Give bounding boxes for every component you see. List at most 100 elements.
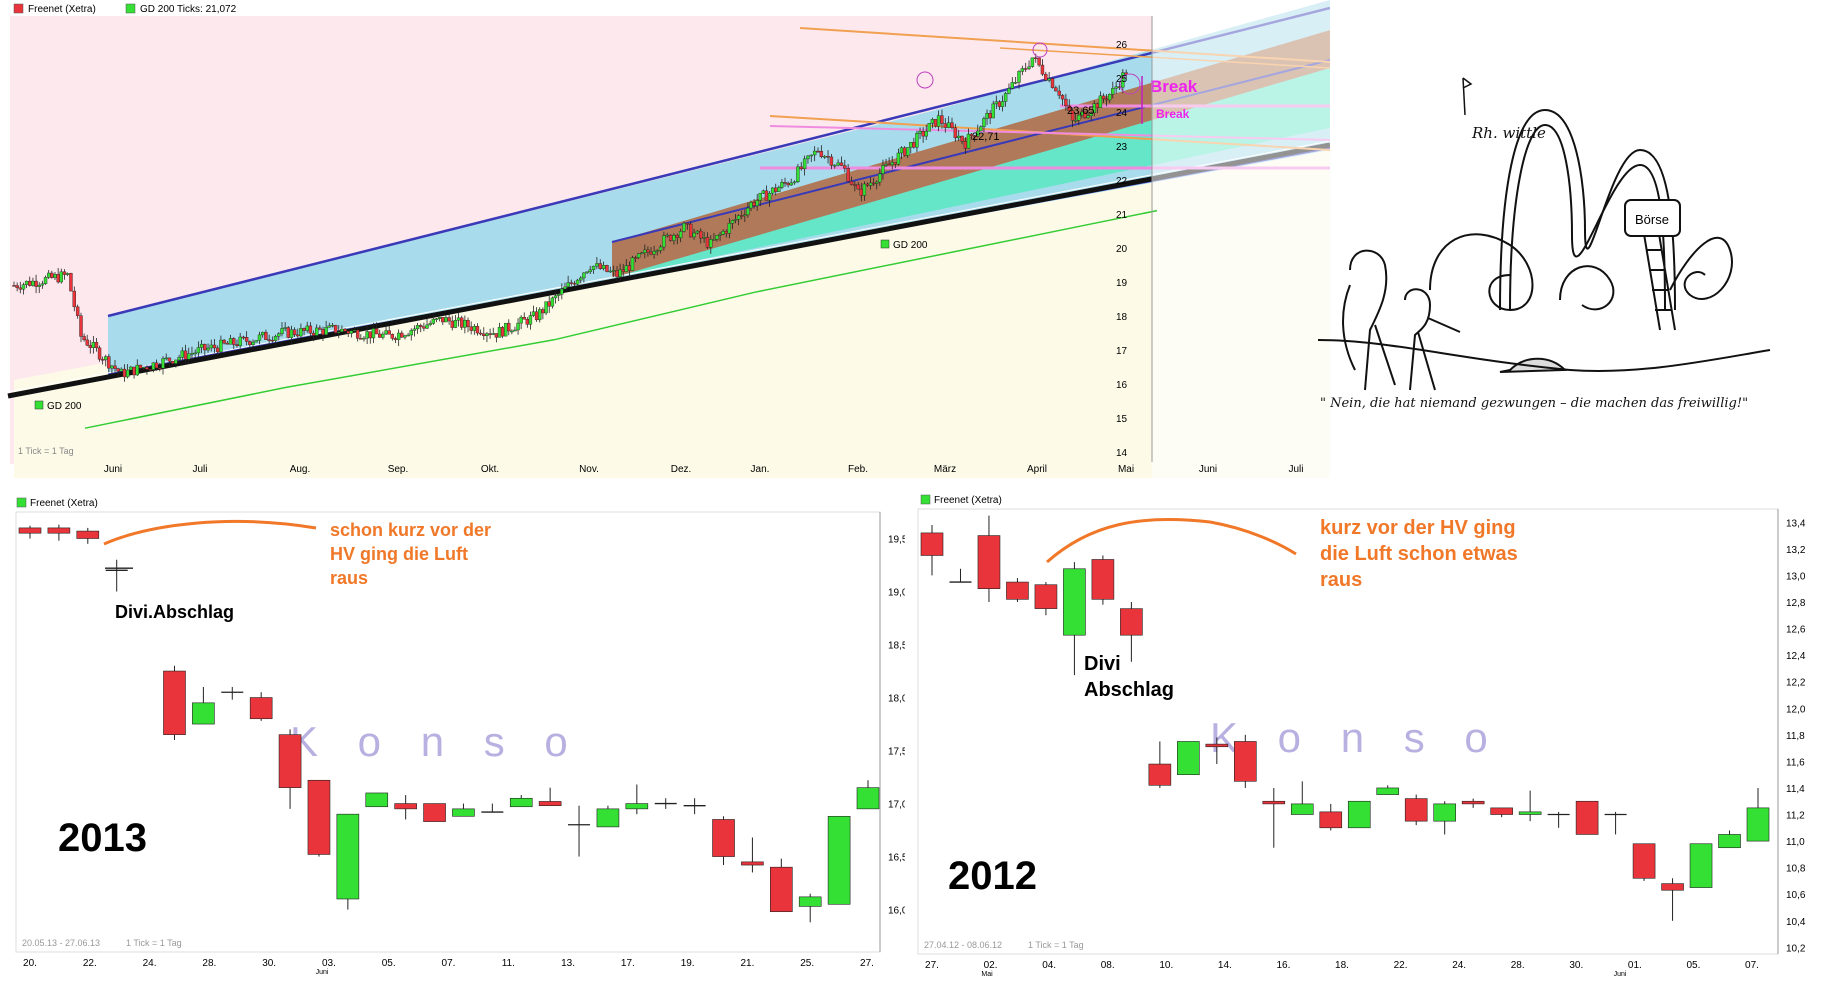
candle-body xyxy=(209,344,213,349)
channel-bands xyxy=(7,0,1330,478)
candle-body xyxy=(1124,72,1128,75)
candle xyxy=(225,340,230,345)
candle-body xyxy=(556,294,561,296)
candle-body xyxy=(839,162,844,166)
candle xyxy=(709,235,713,254)
candle-body xyxy=(346,331,350,334)
candle-body xyxy=(47,527,71,534)
candle-body xyxy=(349,330,354,334)
candle-body xyxy=(1114,86,1118,89)
candle xyxy=(177,354,181,364)
candle xyxy=(447,314,451,325)
candle-body xyxy=(846,168,850,182)
candle xyxy=(633,255,638,263)
candle xyxy=(1060,93,1065,106)
candle-body xyxy=(460,317,464,328)
candle-body xyxy=(579,277,583,281)
candle-body xyxy=(1013,82,1018,84)
candle-body xyxy=(340,328,344,333)
candle xyxy=(823,154,827,159)
boerse-sign xyxy=(1624,199,1681,237)
candle xyxy=(278,729,302,809)
chart-2012: Freenet (Xetra)K o n s o13,413,213,012,8… xyxy=(910,494,1824,992)
candle xyxy=(982,116,986,133)
candle-body xyxy=(826,156,830,158)
candle xyxy=(1124,69,1128,79)
candle xyxy=(658,244,663,254)
low-label-22-71: 22,71 xyxy=(972,131,1000,143)
candle-body xyxy=(79,315,83,337)
candle xyxy=(37,282,41,294)
candle-body xyxy=(1047,78,1051,81)
annotation-hv: kurz vor der HV ging die Luft schon etwas… xyxy=(1320,517,1518,591)
candle-body xyxy=(943,123,947,128)
candle xyxy=(1064,93,1068,111)
y-tick-label: 17,5 xyxy=(888,747,905,758)
candle-body xyxy=(311,332,316,336)
candle xyxy=(936,110,941,132)
candle-body xyxy=(1347,800,1371,829)
channel-brown xyxy=(612,30,1330,278)
candle xyxy=(409,328,413,341)
candle xyxy=(1030,57,1035,68)
candle xyxy=(196,341,201,357)
candle xyxy=(1718,830,1741,849)
candle xyxy=(743,209,747,222)
candle xyxy=(783,177,787,187)
candle xyxy=(183,344,188,364)
candle-body xyxy=(365,792,389,808)
candle-body xyxy=(307,779,331,855)
candle-body xyxy=(636,253,641,258)
candle xyxy=(192,686,215,725)
y-tick-label: 16 xyxy=(1116,380,1128,391)
candle xyxy=(665,232,669,238)
x-tick-label: 04. xyxy=(1042,960,1056,971)
candle-body xyxy=(238,336,242,346)
candle-body xyxy=(163,670,186,735)
candle-body xyxy=(1111,88,1115,95)
x-tick-label: Sep. xyxy=(388,464,409,475)
candle-body xyxy=(853,184,857,186)
y-tick-label: 12,6 xyxy=(1786,625,1806,636)
legend-freenet: Freenet (Xetra) xyxy=(28,4,96,15)
candle xyxy=(164,353,168,361)
candle-body xyxy=(591,265,596,271)
y-tick-label: 11,2 xyxy=(1786,811,1805,822)
x-sub-label-juni: Juni xyxy=(1614,971,1627,978)
candle-body xyxy=(1006,581,1029,600)
candle-body xyxy=(881,165,885,174)
candle-body xyxy=(393,338,398,340)
candle xyxy=(1632,843,1656,881)
candle-body xyxy=(933,119,938,127)
candle xyxy=(248,340,252,349)
candle xyxy=(957,130,961,142)
x-tick-label: Dez. xyxy=(671,464,692,475)
candle xyxy=(977,515,1001,602)
candle xyxy=(1575,800,1599,835)
candle-body xyxy=(381,333,385,338)
candle-body xyxy=(251,341,255,345)
candle xyxy=(336,813,360,910)
candle-body xyxy=(982,118,986,127)
annotation-arc xyxy=(1046,517,1297,564)
candle-body xyxy=(985,113,989,119)
y-tick-label: 21 xyxy=(1116,210,1128,221)
candle-body xyxy=(107,356,111,369)
candle xyxy=(261,331,265,338)
x-tick-label: 10. xyxy=(1159,960,1173,971)
candle xyxy=(1050,77,1055,89)
candle xyxy=(412,325,417,337)
x-tick-label: März xyxy=(934,464,956,475)
candle xyxy=(1073,113,1078,123)
candle xyxy=(1007,83,1011,95)
trend-channel-chart: Freenet (Xetra) GD 200 Ticks: 21,072 Bre… xyxy=(7,0,1330,478)
candle-body xyxy=(196,347,201,354)
candle xyxy=(425,318,429,330)
break-label-2: Break xyxy=(1156,107,1190,121)
x-tick-label: Aug. xyxy=(290,464,311,475)
x-tick-label: 08. xyxy=(1101,960,1115,971)
candle-body xyxy=(1101,95,1106,100)
candle-body xyxy=(437,317,442,319)
candle-body xyxy=(912,142,916,148)
candle xyxy=(1054,85,1058,92)
